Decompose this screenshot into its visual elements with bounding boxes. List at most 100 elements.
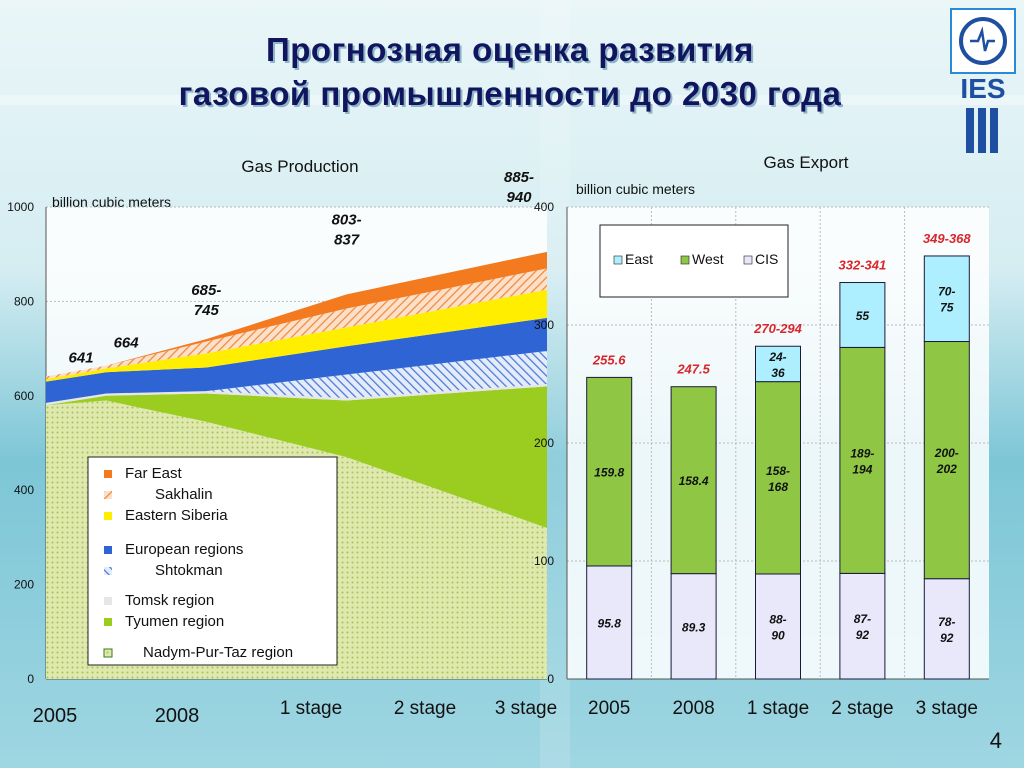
production-total-label: 885-940	[504, 169, 534, 206]
export-legend-swatch	[743, 255, 753, 265]
production-total-label: 641	[68, 349, 93, 366]
production-legend-swatch	[104, 567, 112, 575]
export-xtick: 2008	[672, 698, 714, 719]
title-line-2: газовой промышленности до 2030 года	[178, 75, 842, 112]
export-bar-east	[839, 282, 886, 348]
export-segment-label: 189-194	[850, 446, 874, 476]
export-ytick: 300	[534, 318, 554, 332]
production-xtick: 2 stage	[394, 698, 456, 719]
production-legend-label: Tomsk region	[125, 592, 214, 609]
production-total-label: 685-745	[191, 282, 221, 319]
production-legend-swatch	[104, 512, 112, 520]
export-segment-label: 87-92	[854, 612, 871, 642]
production-ytick: 1000	[7, 200, 34, 214]
production-ylabel: billion cubic meters	[52, 194, 171, 210]
production-legend-label: Eastern Siberia	[125, 507, 228, 524]
area-tyumen-region	[46, 386, 547, 528]
area-sakhalin	[46, 268, 547, 380]
export-total-label: 332-341	[839, 258, 887, 273]
production-legend-swatch	[103, 648, 113, 658]
export-legend-label: CIS	[755, 251, 778, 267]
export-segment-label: 78-92	[938, 615, 955, 645]
export-bar-cis	[670, 573, 717, 680]
export-legend-swatch	[680, 255, 690, 265]
production-xtick: 2008	[155, 705, 200, 727]
export-segment-label: 89.3	[682, 620, 706, 634]
export-segment-label: 70-75	[938, 285, 955, 315]
production-legend-swatch	[104, 470, 112, 478]
production-ytick: 200	[14, 578, 34, 592]
export-segment-label: 158-168	[766, 464, 790, 494]
export-ytick: 0	[547, 672, 554, 686]
export-title: Gas Export	[763, 153, 848, 172]
export-bar-east	[755, 345, 801, 383]
production-title: Gas Production	[241, 157, 358, 176]
export-xtick: 2005	[588, 698, 630, 719]
production-ytick: 600	[14, 389, 34, 403]
export-bar-west	[923, 341, 970, 580]
export-bar-west	[755, 381, 801, 575]
production-legend-swatch	[104, 546, 112, 554]
export-ytick: 200	[534, 436, 554, 450]
export-segment-label: 88-90	[769, 612, 786, 642]
export-bar-cis	[755, 573, 801, 680]
production-legend-label: European regions	[125, 541, 243, 558]
export-legend-label: East	[625, 251, 653, 267]
ies-logo: IES	[950, 8, 1016, 158]
export-bar-cis	[586, 565, 633, 680]
export-xtick: 3 stage	[916, 698, 978, 719]
production-legend-swatch	[104, 597, 112, 605]
export-bar-east	[923, 255, 970, 343]
export-bar-west	[670, 386, 717, 575]
area-european-regions	[46, 317, 547, 403]
area-eastern-siberia	[46, 289, 547, 382]
title-line-1: Прогнозная оценка развития	[266, 31, 754, 68]
export-bar-west	[586, 376, 633, 567]
export-legend-label: West	[692, 251, 724, 267]
export-ylabel: billion cubic meters	[576, 181, 695, 197]
export-xtick: 2 stage	[831, 698, 893, 719]
production-total-label: 803-837	[332, 211, 362, 248]
export-segment-label: 158.4	[679, 474, 709, 488]
export-segment-label: 200-202	[934, 446, 959, 476]
export-total-label: 247.5	[676, 362, 710, 377]
export-total-label: 255.6	[592, 352, 626, 367]
export-segment-label: 95.8	[598, 616, 622, 630]
production-legend-label: Nadym-Pur-Taz region	[143, 644, 293, 661]
page-number: 4	[989, 728, 1002, 753]
export-segment-label: 24-36	[768, 350, 786, 380]
production-legend-label: Tyumen region	[125, 613, 224, 630]
production-chart: Gas Production billion cubic meters 0 200…	[7, 157, 557, 727]
production-ytick: 400	[14, 483, 34, 497]
production-xtick: 3 stage	[495, 698, 557, 719]
export-bar-cis	[839, 572, 886, 680]
area-tomsk-region	[46, 384, 547, 406]
production-legend-label: Sakhalin	[155, 486, 213, 503]
production-xtick: 1 stage	[280, 698, 342, 719]
production-ytick: 800	[14, 294, 34, 308]
export-total-label: 349-368	[923, 231, 971, 246]
pulse-icon	[970, 26, 995, 52]
export-segment-label: 159.8	[594, 466, 624, 480]
page-title: Прогнозная оценка развития газовой промы…	[110, 28, 910, 116]
production-ytick: 0	[27, 672, 34, 686]
logo-text: IES	[960, 73, 1005, 104]
export-total-label: 270-294	[753, 321, 802, 336]
export-bar-cis	[923, 578, 970, 680]
export-ytick: 400	[534, 200, 554, 214]
production-legend-swatch	[104, 618, 112, 626]
production-legend-label: Shtokman	[155, 562, 223, 579]
export-legend: East West CIS	[599, 224, 789, 298]
export-xtick: 1 stage	[747, 698, 809, 719]
production-legend-label: Far East	[125, 465, 183, 482]
area-shtokman	[46, 350, 547, 403]
export-chart: Gas Export billion cubic meters 0 100 200 3…	[534, 153, 989, 719]
production-xtick: 2005	[33, 705, 78, 727]
export-bar-west	[839, 346, 886, 574]
export-legend-swatch	[613, 255, 623, 265]
production-legend-swatch	[104, 491, 112, 499]
decor-band	[0, 95, 1024, 105]
production-total-label: 664	[114, 335, 140, 352]
area-far-east	[46, 251, 547, 377]
